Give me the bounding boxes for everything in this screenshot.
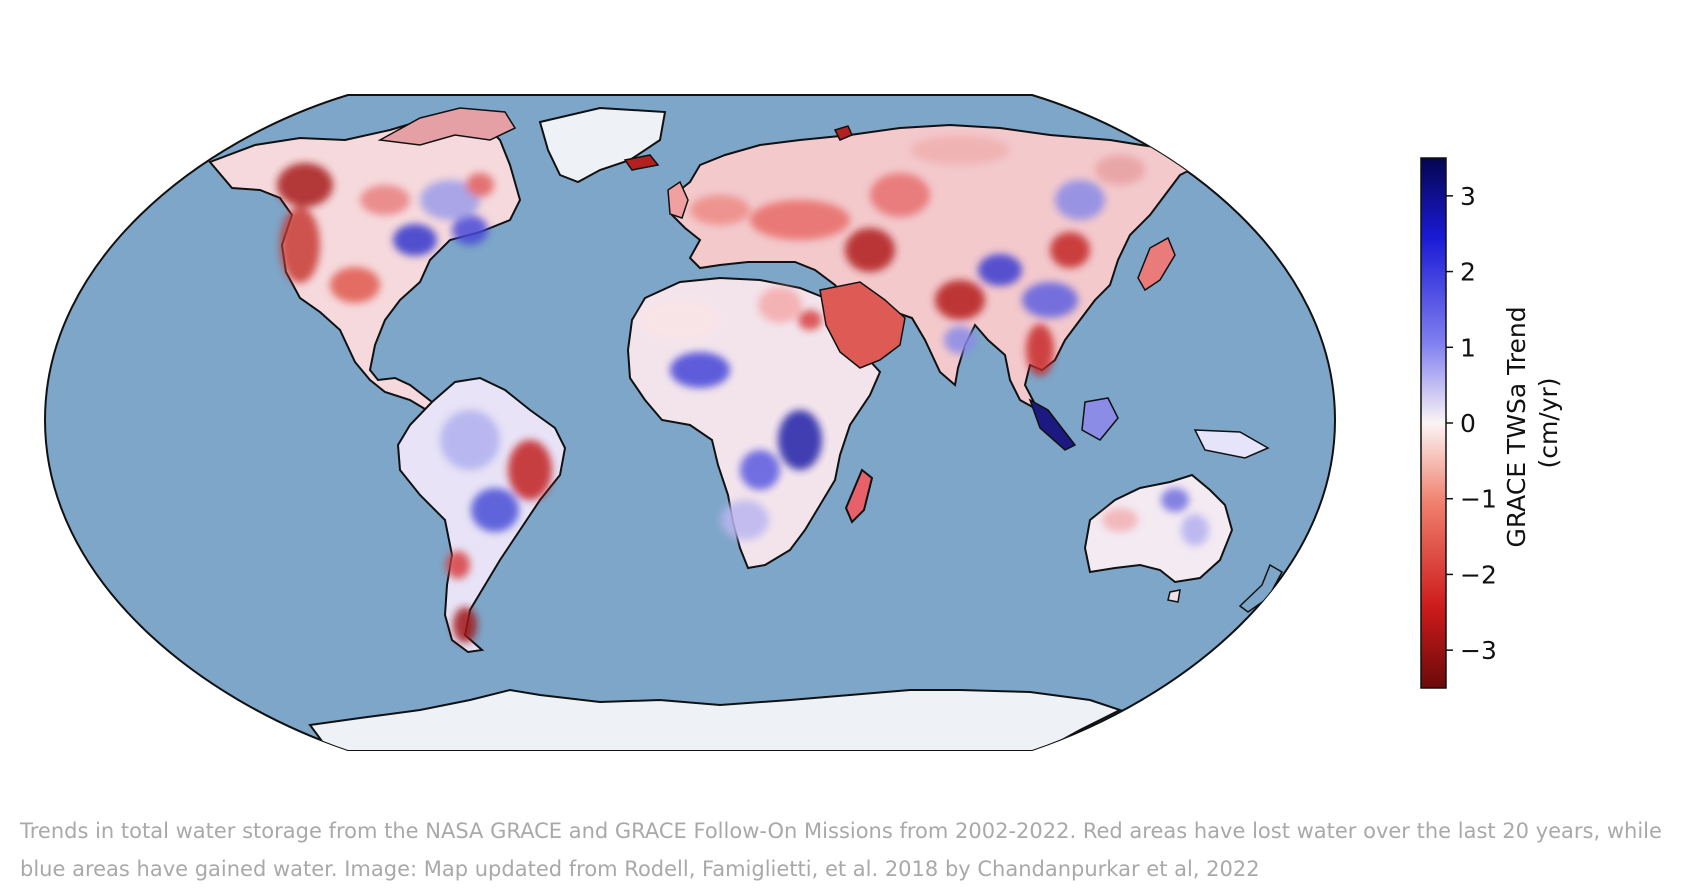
- australia: [1083, 473, 1234, 584]
- colorbar-tick-label: 2: [1460, 258, 1476, 287]
- canadian-arctic-islands: [377, 107, 517, 146]
- colorbar-title-line1: GRACE TWSa Trend: [1502, 306, 1531, 547]
- borneo: [1081, 397, 1119, 441]
- new-zealand: [1238, 563, 1284, 613]
- british-isles: [667, 180, 689, 219]
- colorbar-tick-label: 3: [1460, 182, 1476, 211]
- colorbar-title-line2: (cm/yr): [1534, 377, 1563, 468]
- tasmania: [1167, 589, 1181, 603]
- colorbar-gradient: [1420, 157, 1447, 689]
- figure-caption: Trends in total water storage from the N…: [20, 819, 1662, 881]
- colorbar-ticks: 3 2 1 0 −1 −2 −3: [1446, 182, 1497, 665]
- colorbar: 3 2 1 0 −1 −2 −3 GRACE TWSa Trend (cm/yr): [1420, 157, 1563, 689]
- svalbard: [833, 125, 853, 141]
- japan: [1137, 236, 1176, 292]
- water-storage-map-figure: 3 2 1 0 −1 −2 −3 GRACE TWSa Trend (cm/yr): [43, 94, 1563, 751]
- trend-patches: [277, 135, 1209, 643]
- colorbar-title: GRACE TWSa Trend (cm/yr): [1502, 298, 1563, 547]
- world-map: 3 2 1 0 −1 −2 −3 GRACE TWSa Trend (cm/yr): [43, 94, 1563, 751]
- arabian-peninsula: [819, 281, 906, 369]
- sumatra: [1028, 398, 1077, 451]
- colorbar-tick-label: 1: [1460, 333, 1476, 362]
- colorbar-tick-label: 0: [1460, 409, 1476, 438]
- colorbar-tick-label: −2: [1460, 560, 1497, 589]
- greenland: [538, 106, 667, 184]
- madagascar: [844, 468, 874, 524]
- colorbar-tick-label: −1: [1460, 485, 1497, 514]
- antarctica: [308, 688, 1123, 750]
- colorbar-tick-label: −3: [1460, 636, 1497, 665]
- new-guinea: [1193, 429, 1270, 459]
- novaya-zemlya: [623, 154, 660, 171]
